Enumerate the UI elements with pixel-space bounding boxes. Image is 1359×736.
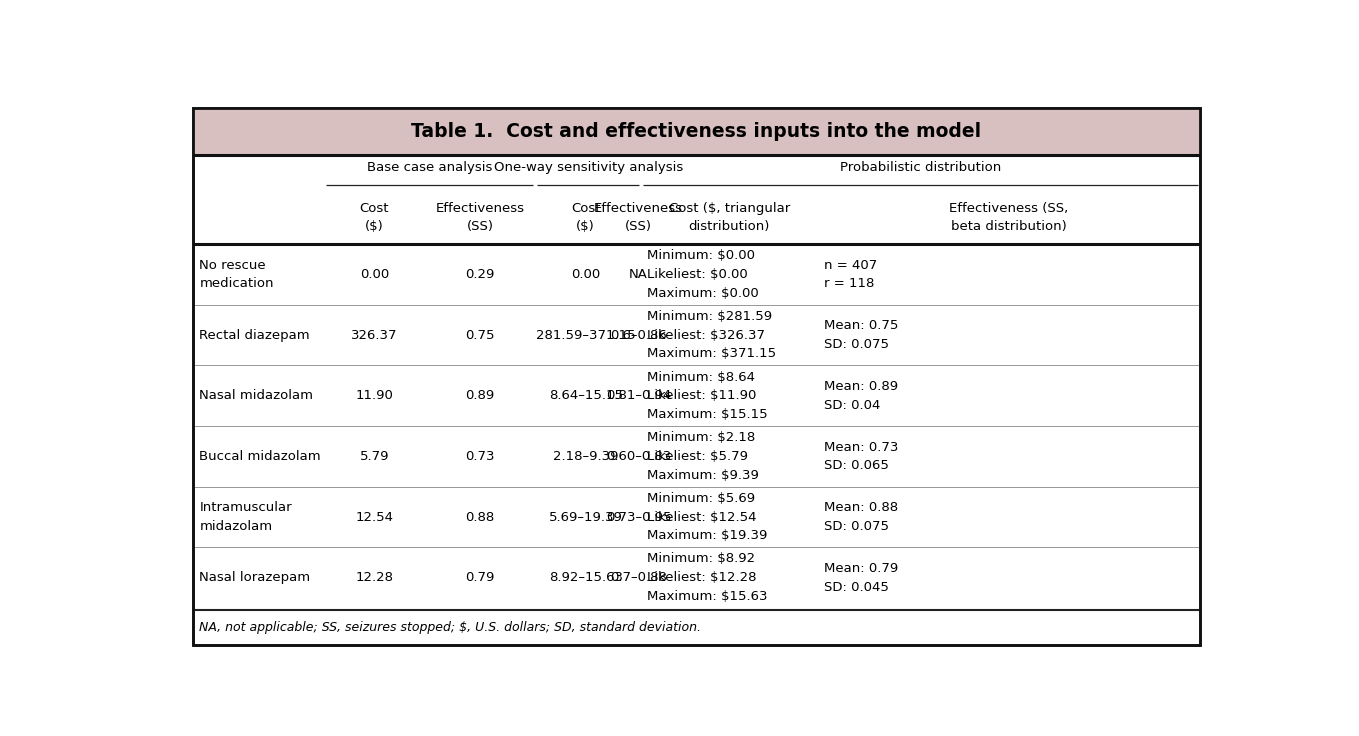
Text: Mean: 0.79: Mean: 0.79	[824, 562, 898, 575]
Text: No rescue: No rescue	[200, 258, 266, 272]
Text: 0.60–0.83: 0.60–0.83	[606, 450, 671, 463]
Text: 0.29: 0.29	[465, 268, 495, 281]
Text: 326.37: 326.37	[351, 329, 398, 342]
Text: Likeliest: $0.00: Likeliest: $0.00	[647, 268, 749, 281]
Text: 0.7–0.88: 0.7–0.88	[610, 571, 667, 584]
Text: SD: 0.04: SD: 0.04	[824, 399, 881, 411]
Text: Minimum: $8.92: Minimum: $8.92	[647, 553, 756, 565]
Text: 281.59–371.15: 281.59–371.15	[535, 329, 636, 342]
Text: Maximum: $9.39: Maximum: $9.39	[647, 469, 760, 481]
Text: Effectiveness
(SS): Effectiveness (SS)	[435, 202, 525, 233]
Text: Table 1.  Cost and effectiveness inputs into the model: Table 1. Cost and effectiveness inputs i…	[412, 122, 981, 141]
Text: SD: 0.045: SD: 0.045	[824, 581, 889, 593]
Text: Effectiveness (SS,
beta distribution): Effectiveness (SS, beta distribution)	[949, 202, 1068, 233]
Text: 0.75: 0.75	[465, 329, 495, 342]
Text: Likeliest: $12.28: Likeliest: $12.28	[647, 571, 757, 584]
Text: Cost
($): Cost ($)	[360, 202, 389, 233]
Text: One-way sensitivity analysis: One-way sensitivity analysis	[493, 161, 682, 174]
Text: 0.00: 0.00	[360, 268, 389, 281]
Text: Cost ($, triangular
distribution): Cost ($, triangular distribution)	[669, 202, 790, 233]
Text: 12.28: 12.28	[355, 571, 393, 584]
Text: Mean: 0.75: Mean: 0.75	[824, 319, 898, 332]
Text: Base case analysis: Base case analysis	[367, 161, 492, 174]
Text: 5.79: 5.79	[360, 450, 389, 463]
Text: Minimum: $2.18: Minimum: $2.18	[647, 431, 756, 445]
Text: midazolam: midazolam	[200, 520, 273, 533]
Text: Effectiveness
(SS): Effectiveness (SS)	[594, 202, 684, 233]
Text: Minimum: $281.59: Minimum: $281.59	[647, 310, 772, 323]
Text: 2.18–9.39: 2.18–9.39	[553, 450, 618, 463]
Text: Nasal lorazepam: Nasal lorazepam	[200, 571, 310, 584]
Text: Likeliest: $326.37: Likeliest: $326.37	[647, 329, 765, 342]
Text: 0.88: 0.88	[465, 511, 495, 523]
Text: Minimum: $8.64: Minimum: $8.64	[647, 370, 756, 383]
Text: Maximum: $371.15: Maximum: $371.15	[647, 347, 776, 361]
Text: 8.64–15.15: 8.64–15.15	[549, 389, 622, 403]
FancyBboxPatch shape	[193, 108, 1200, 645]
Text: Minimum: $5.69: Minimum: $5.69	[647, 492, 756, 505]
Text: 0.00: 0.00	[571, 268, 601, 281]
Text: NA: NA	[629, 268, 648, 281]
Text: Likeliest: $5.79: Likeliest: $5.79	[647, 450, 749, 463]
Text: r = 118: r = 118	[824, 277, 874, 290]
Text: Maximum: $0.00: Maximum: $0.00	[647, 287, 760, 300]
Text: Mean: 0.88: Mean: 0.88	[824, 501, 898, 514]
Text: NA, not applicable; SS, seizures stopped; $, U.S. dollars; SD, standard deviatio: NA, not applicable; SS, seizures stopped…	[200, 620, 701, 634]
Text: 0.89: 0.89	[465, 389, 495, 403]
Text: Cost
($): Cost ($)	[571, 202, 601, 233]
Text: 0.73: 0.73	[465, 450, 495, 463]
Text: SD: 0.065: SD: 0.065	[824, 459, 889, 473]
Text: Minimum: $0.00: Minimum: $0.00	[647, 250, 756, 262]
Text: Likeliest: $12.54: Likeliest: $12.54	[647, 511, 757, 523]
Text: 0.73–0.95: 0.73–0.95	[606, 511, 671, 523]
Text: Mean: 0.89: Mean: 0.89	[824, 380, 898, 393]
Text: Mean: 0.73: Mean: 0.73	[824, 441, 898, 453]
Text: Rectal diazepam: Rectal diazepam	[200, 329, 310, 342]
Text: 0.79: 0.79	[465, 571, 495, 584]
Text: 0.6–0.86: 0.6–0.86	[610, 329, 667, 342]
Text: 11.90: 11.90	[355, 389, 393, 403]
Text: 0.81–0.94: 0.81–0.94	[606, 389, 671, 403]
Text: SD: 0.075: SD: 0.075	[824, 520, 889, 533]
Text: n = 407: n = 407	[824, 258, 877, 272]
Text: Maximum: $15.15: Maximum: $15.15	[647, 408, 768, 421]
Text: medication: medication	[200, 277, 275, 290]
Text: 12.54: 12.54	[355, 511, 393, 523]
Text: Intramuscular: Intramuscular	[200, 501, 292, 514]
Text: Buccal midazolam: Buccal midazolam	[200, 450, 321, 463]
Text: Likeliest: $11.90: Likeliest: $11.90	[647, 389, 757, 403]
FancyBboxPatch shape	[193, 108, 1200, 155]
Text: SD: 0.075: SD: 0.075	[824, 338, 889, 351]
Text: 8.92–15.63: 8.92–15.63	[549, 571, 622, 584]
Text: Nasal midazolam: Nasal midazolam	[200, 389, 314, 403]
Text: Maximum: $15.63: Maximum: $15.63	[647, 590, 768, 603]
Text: Maximum: $19.39: Maximum: $19.39	[647, 529, 768, 542]
Text: 5.69–19.39: 5.69–19.39	[549, 511, 622, 523]
Text: Probabilistic distribution: Probabilistic distribution	[840, 161, 1002, 174]
